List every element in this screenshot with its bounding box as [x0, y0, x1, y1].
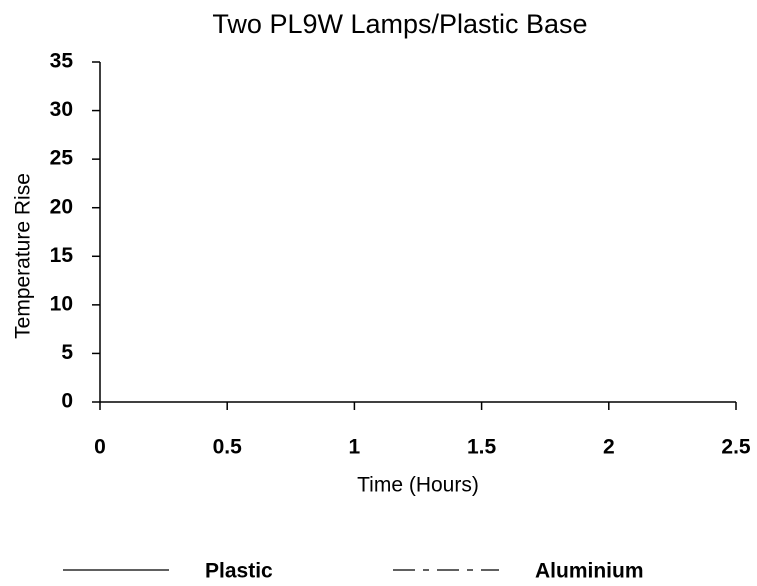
y-tick-label: 20 — [50, 195, 73, 218]
y-tick-label: 10 — [50, 292, 73, 315]
x-tick-label: 2 — [603, 436, 615, 459]
legend-label: Plastic — [205, 560, 273, 583]
chart-title: Two PL9W Lamps/Plastic Base — [212, 9, 587, 39]
x-axis-label: Time (Hours) — [357, 474, 479, 497]
y-tick-label: 35 — [50, 50, 74, 73]
y-tick-label: 30 — [50, 98, 73, 121]
y-axis-label: Temperature Rise — [12, 173, 35, 339]
y-tick-label: 0 — [61, 390, 73, 413]
x-tick-label: 0 — [94, 436, 106, 459]
y-tick-label: 25 — [50, 147, 74, 170]
x-tick-label: 2.5 — [721, 436, 751, 459]
x-tick-label: 1.5 — [467, 436, 497, 459]
x-tick-label: 1 — [349, 436, 361, 459]
y-tick-label: 5 — [61, 341, 73, 364]
x-tick-label: 0.5 — [213, 436, 243, 459]
legend-label: Aluminium — [535, 560, 644, 583]
y-tick-label: 15 — [50, 244, 74, 267]
